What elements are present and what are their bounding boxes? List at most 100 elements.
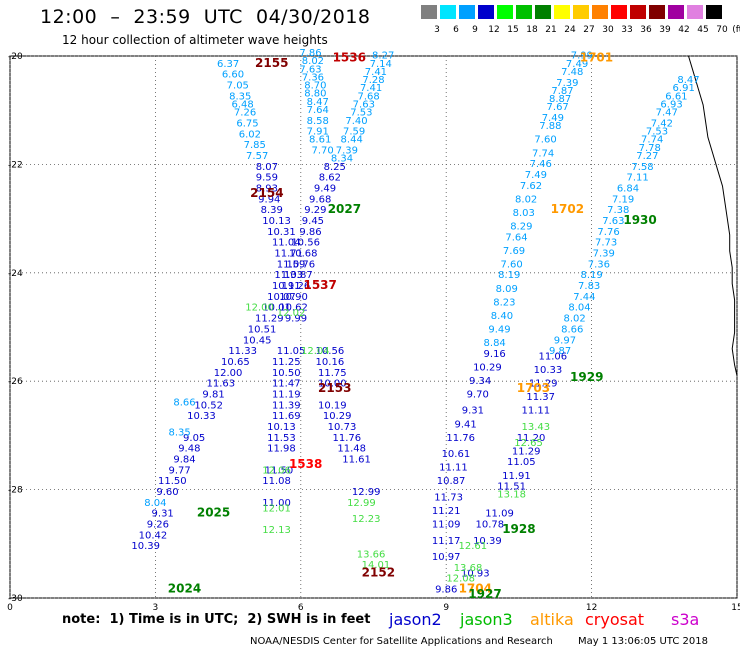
wave-height-value: 7.36 [302, 72, 324, 83]
wave-height-value: 10.42 [139, 530, 168, 541]
wave-height-value: 8.02 [515, 194, 537, 205]
satellite-label: cryosat [585, 610, 645, 629]
wave-height-value: 10.13 [267, 422, 296, 433]
wave-height-value: 6.91 [673, 83, 695, 94]
y-tick-label: -24 [8, 269, 23, 279]
wave-height-value: 7.99 [571, 51, 593, 62]
wave-height-value: 7.64 [505, 232, 527, 243]
wave-height-value: 6.61 [665, 91, 687, 102]
wave-height-value: 8.02 [302, 56, 324, 67]
wave-height-value: 9.70 [467, 389, 489, 400]
wave-height-value: 8.66 [561, 324, 583, 335]
wave-height-value: 11.91 [502, 471, 531, 482]
y-tick-label: -28 [8, 486, 23, 496]
wave-height-value: 8.03 [513, 208, 535, 219]
wave-height-value: 11.51 [497, 482, 526, 493]
wave-height-value: 11.53 [267, 433, 296, 444]
legend-label: 3 [434, 25, 440, 35]
legend-swatch [440, 5, 456, 19]
wave-height-value: 7.05 [227, 81, 249, 92]
wave-height-value: 8.40 [491, 311, 513, 322]
x-tick-label: 15 [731, 603, 740, 613]
wave-height-value: 13.43 [522, 422, 551, 433]
wave-height-value: 11.48 [337, 444, 366, 455]
wave-height-value: 7.69 [503, 246, 525, 257]
wave-height-value: 11.73 [434, 492, 463, 503]
pass-time-label: 2024 [168, 582, 201, 596]
wave-height-value: 9.60 [156, 487, 178, 498]
wave-height-value: 7.74 [532, 148, 554, 159]
wave-height-value: 9.05 [183, 433, 205, 444]
wave-height-value: 10.00 [318, 379, 347, 390]
wave-height-value: 7.78 [639, 143, 661, 154]
wave-height-value: 9.59 [256, 173, 278, 184]
wave-height-value: 8.39 [261, 205, 283, 216]
pass-time-label: 2025 [197, 506, 230, 520]
wave-height-value: 9.16 [484, 349, 506, 360]
credit-text: NOAA/NESDIS Center for Satellite Applica… [250, 636, 553, 647]
legend-label: 9 [472, 25, 478, 35]
wave-height-value: 10.07 [267, 292, 296, 303]
wave-height-value: 7.60 [534, 135, 556, 146]
wave-height-value: 8.58 [307, 116, 329, 127]
wave-height-value: 7.41 [360, 83, 382, 94]
legend-swatch [706, 5, 722, 19]
wave-height-value: 9.94 [258, 194, 280, 205]
wave-height-value: 7.40 [345, 116, 367, 127]
wave-height-value: 8.23 [493, 297, 515, 308]
wave-height-value: 7.58 [631, 162, 653, 173]
legend-swatch [459, 5, 475, 19]
wave-height-value: 8.70 [304, 81, 326, 92]
wave-height-value: 7.87 [551, 86, 573, 97]
wave-height-value: 8.09 [496, 284, 518, 295]
wave-height-value: 7.44 [573, 292, 595, 303]
wave-height-value: 8.34 [331, 154, 353, 165]
wave-height-value: 12.61 [459, 541, 488, 552]
wave-height-value: 8.84 [484, 338, 506, 349]
pass-time-label: 1928 [502, 522, 535, 536]
pass-time-label: 2154 [250, 186, 283, 200]
wave-height-value: 8.04 [568, 303, 590, 314]
wave-height-value: 11.69 [272, 411, 301, 422]
wave-height-value: 7.73 [595, 238, 617, 249]
wave-height-value: 9.86 [299, 227, 321, 238]
wave-height-value: 7.11 [627, 173, 649, 184]
wave-height-value: 8.27 [372, 51, 394, 62]
wave-height-value: 7.63 [353, 99, 375, 110]
wave-height-value: 10.65 [221, 357, 250, 368]
wave-height-value: 7.64 [307, 105, 329, 116]
wave-height-value: 10.90 [279, 292, 308, 303]
wave-height-value: 7.39 [593, 249, 615, 260]
wave-height-value: 12.04 [301, 346, 330, 357]
wave-height-value: 9.97 [554, 335, 576, 346]
legend-swatch [630, 5, 646, 19]
wave-height-value: 10.52 [194, 400, 223, 411]
wave-height-value: 11.76 [333, 433, 362, 444]
wave-height-value: 11.25 [272, 357, 301, 368]
wave-height-value: 8.61 [309, 135, 331, 146]
wave-height-value: 7.41 [365, 67, 387, 78]
wave-height-value: 11.11 [522, 406, 551, 417]
wave-height-value: 6.60 [222, 70, 244, 81]
wave-height-value: 11.33 [228, 346, 257, 357]
wave-height-value: 12.99 [352, 487, 381, 498]
wave-height-value: 10.91 [272, 281, 301, 292]
x-tick-label: 6 [298, 603, 304, 613]
wave-height-value: 8.47 [307, 97, 329, 108]
legend-label: 36 [640, 25, 652, 35]
wave-height-value: 8.35 [169, 427, 191, 438]
wave-height-value: 11.09 [432, 520, 461, 531]
wave-height-value: 8.44 [341, 135, 363, 146]
wave-height-value: 11.08 [262, 476, 291, 487]
wave-height-value: 10.33 [534, 365, 563, 376]
wave-height-value: 7.60 [500, 259, 522, 270]
wave-height-value: 7.36 [588, 259, 610, 270]
wave-height-value: 11.29 [255, 314, 284, 325]
wave-height-value: 10.13 [262, 216, 291, 227]
wave-height-value: 7.63 [602, 216, 624, 227]
wave-height-value: 11.63 [207, 379, 236, 390]
wave-height-value: 7.62 [520, 181, 542, 192]
wave-height-value: 11.98 [267, 444, 296, 455]
wave-height-value: 9.41 [454, 419, 476, 430]
wave-height-value: 12.06 [262, 465, 291, 476]
